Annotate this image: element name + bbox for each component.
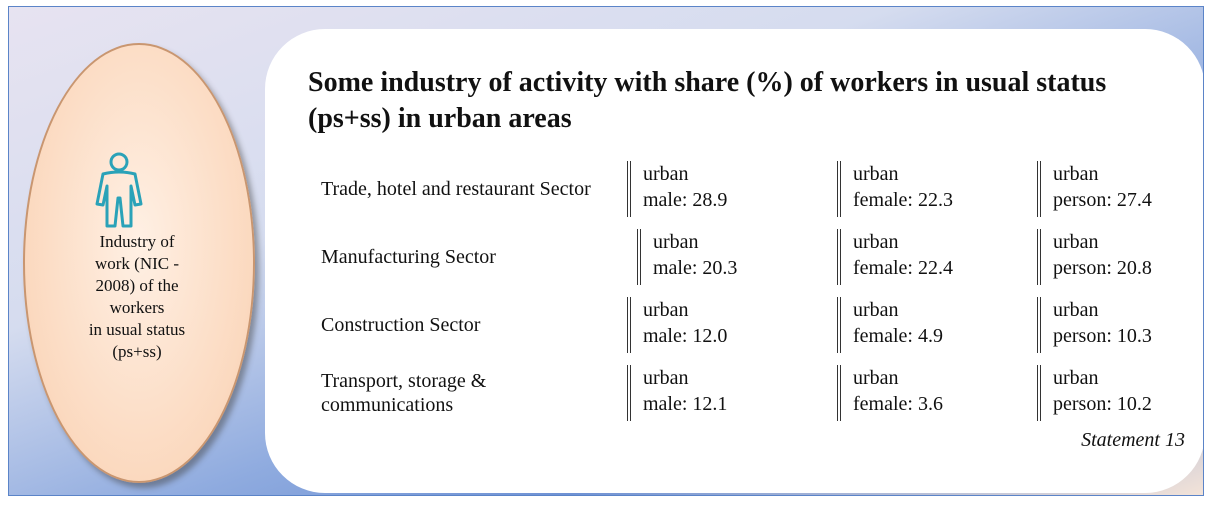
table-cell: urban male: 28.9	[627, 161, 817, 217]
cell-line: male: 20.3	[653, 257, 738, 279]
cell-line: female: 3.6	[853, 393, 943, 415]
cell-line: male: 12.0	[643, 325, 728, 347]
source: Statement 13	[1081, 429, 1185, 451]
cell-line: male: 12.1	[643, 393, 728, 415]
cell-line: urban	[643, 367, 689, 389]
table-row: Manufacturing Sector urban male: 20.3 urban…	[265, 227, 1203, 287]
cell-line: female: 4.9	[853, 325, 943, 347]
side-text: Industry of work (NIC - 2008) of the worker…	[29, 231, 245, 363]
row-label: Construction Sector	[321, 314, 481, 336]
table-cell: urban male: 12.0	[627, 297, 817, 353]
cell-line: urban	[1053, 163, 1099, 185]
cell-line: urban	[1053, 231, 1099, 253]
slide: Industry of work (NIC - 2008) of the worker…	[8, 6, 1204, 496]
cell-line: urban	[653, 231, 699, 253]
table-cell: urban male: 12.1	[627, 365, 817, 421]
cell-line: person: 27.4	[1053, 189, 1152, 211]
table-cell: urban male: 20.3	[637, 229, 827, 285]
table-cell: urban female: 3.6	[837, 365, 1027, 421]
cell-line: urban	[1053, 367, 1099, 389]
person-icon	[95, 152, 143, 228]
table-row: Trade, hotel and restaurant Sector urban m…	[265, 159, 1203, 219]
cell-line: person: 10.3	[1053, 325, 1152, 347]
table-cell: urban female: 22.3	[837, 161, 1027, 217]
cell-line: urban	[853, 367, 899, 389]
table-row: Construction Sector urban male: 12.0 urban f…	[265, 295, 1203, 355]
cell-line: urban	[853, 163, 899, 185]
table-cell: urban person: 27.4	[1037, 161, 1203, 217]
cell-line: urban	[853, 299, 899, 321]
side-line: work (NIC -	[94, 254, 180, 273]
row-label: Trade, hotel and restaurant Sector	[321, 178, 591, 200]
cell-line: urban	[643, 163, 689, 185]
table-row: Transport, storage & communications urban…	[265, 363, 1203, 423]
side-line: 2008) of the	[95, 276, 179, 295]
title: Some industry of activity with share (%)…	[308, 67, 1107, 134]
side-line: in usual status	[88, 320, 186, 339]
table-cell: urban female: 4.9	[837, 297, 1027, 353]
cell-line: person: 10.2	[1053, 393, 1152, 415]
table-cell: urban person: 10.2	[1037, 365, 1203, 421]
row-label: Transport, storage & communications	[321, 370, 487, 416]
side-line: Industry of	[99, 232, 175, 251]
table-cell: urban female: 22.4	[837, 229, 1027, 285]
side-line: workers	[109, 298, 165, 317]
content-card: Some industry of activity with share (%)…	[265, 29, 1203, 493]
row-label: Manufacturing Sector	[321, 246, 496, 268]
cell-line: female: 22.4	[853, 257, 953, 279]
cell-line: male: 28.9	[643, 189, 728, 211]
side-line: (ps+ss)	[112, 342, 162, 361]
side-oval	[23, 43, 255, 483]
cell-line: urban	[853, 231, 899, 253]
cell-line: urban	[643, 299, 689, 321]
table-cell: urban person: 10.3	[1037, 297, 1203, 353]
cell-line: urban	[1053, 299, 1099, 321]
table-cell: urban person: 20.8	[1037, 229, 1203, 285]
cell-line: person: 20.8	[1053, 257, 1152, 279]
cell-line: female: 22.3	[853, 189, 953, 211]
